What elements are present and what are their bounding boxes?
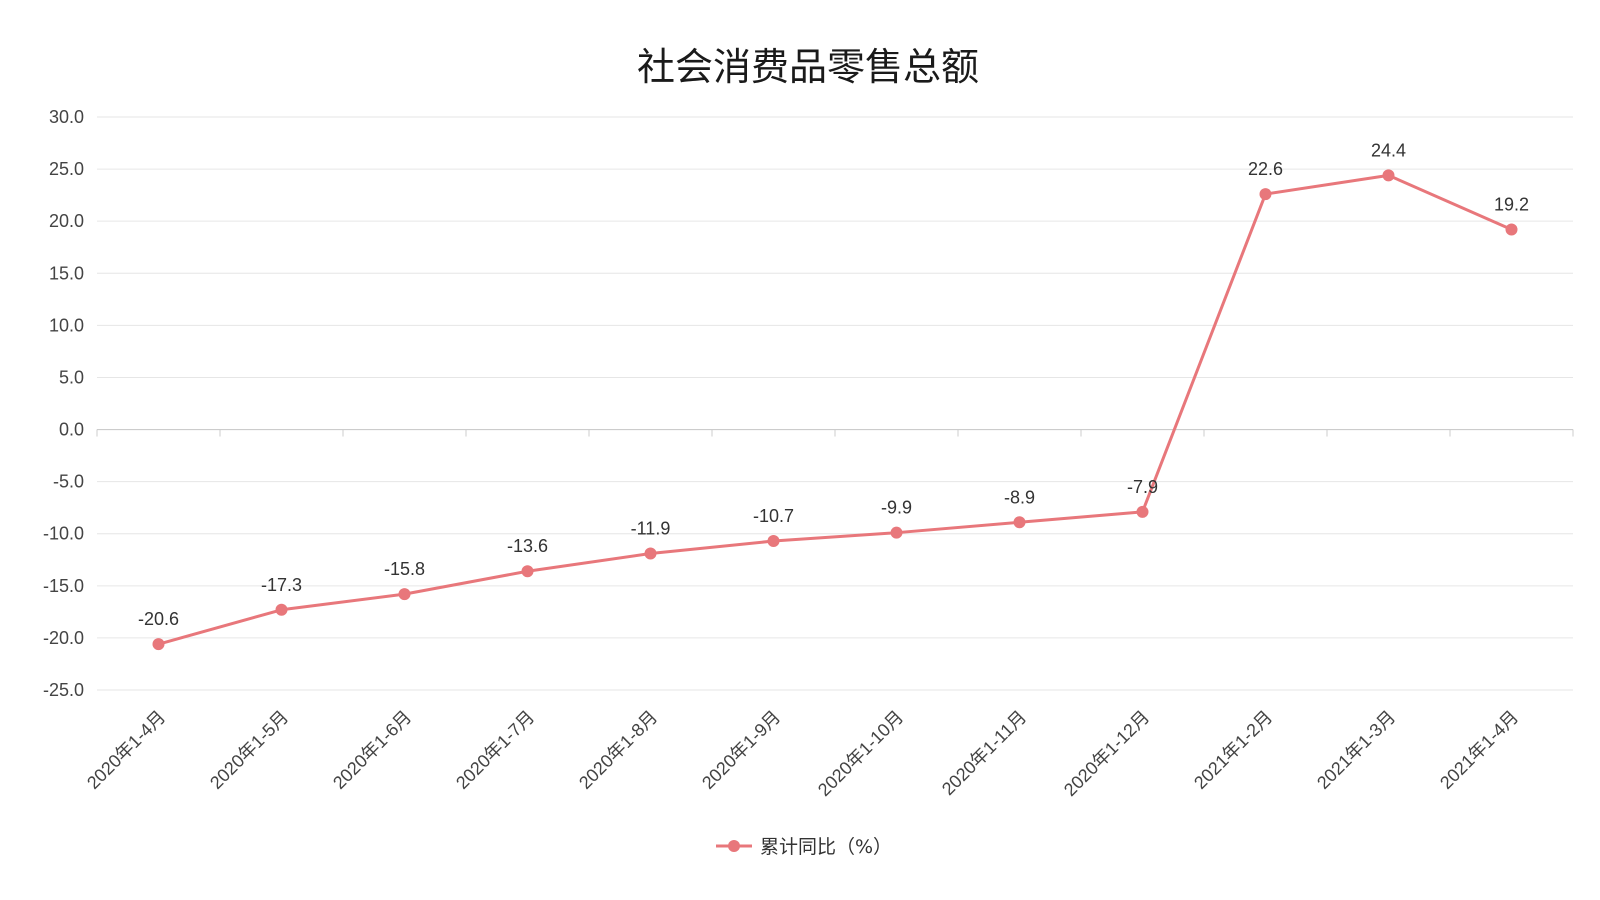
data-point[interactable]: [1013, 516, 1026, 529]
data-label: -9.9: [881, 498, 912, 518]
x-tick-label: 2020年1-12月: [1060, 707, 1153, 800]
legend-label: 累计同比（%）: [760, 836, 892, 858]
data-label: 22.6: [1248, 159, 1283, 179]
data-point[interactable]: [1259, 188, 1272, 201]
data-label: -10.7: [753, 506, 794, 526]
data-point[interactable]: [1505, 223, 1518, 236]
chart-title: 社会消费品零售总额: [637, 45, 979, 89]
data-label: 24.4: [1371, 140, 1406, 160]
y-tick-label: -20.0: [43, 628, 84, 648]
data-label: -20.6: [138, 609, 179, 629]
y-tick-label: 10.0: [49, 315, 84, 335]
x-tick-label: 2020年1-5月: [206, 707, 292, 793]
data-point[interactable]: [398, 588, 411, 601]
y-tick-label: 30.0: [49, 107, 84, 127]
y-tick-label: 20.0: [49, 211, 84, 231]
series-line: [158, 173, 1513, 646]
data-label: -11.9: [631, 519, 671, 539]
x-tick-label: 2021年1-3月: [1313, 707, 1399, 793]
data-point[interactable]: [1382, 169, 1395, 182]
data-label: -15.8: [384, 559, 425, 579]
x-tick-label: 2021年1-4月: [1436, 707, 1522, 793]
data-point[interactable]: [152, 638, 165, 651]
data-point[interactable]: [275, 603, 288, 616]
data-point[interactable]: [890, 526, 903, 539]
data-point[interactable]: [767, 535, 780, 548]
y-tick-label: 0.0: [59, 420, 84, 440]
y-tick-label: -25.0: [43, 680, 84, 700]
y-tick-label: -5.0: [53, 472, 84, 492]
x-tick-label: 2020年1-11月: [938, 707, 1030, 799]
legend-marker: [728, 840, 740, 852]
x-tick-label: 2020年1-9月: [698, 707, 784, 793]
y-tick-label: 15.0: [49, 263, 84, 283]
y-tick-label: 5.0: [59, 367, 84, 387]
data-label: -8.9: [1004, 487, 1035, 507]
x-tick-label: 2020年1-7月: [452, 707, 538, 793]
data-point[interactable]: [521, 565, 534, 578]
data-label: -17.3: [261, 575, 302, 595]
y-tick-label: 25.0: [49, 159, 84, 179]
data-label: 19.2: [1494, 195, 1529, 215]
data-label: -13.6: [507, 536, 548, 556]
x-tick-label: 2020年1-8月: [575, 707, 661, 793]
x-tick-label: 2020年1-4月: [83, 707, 169, 793]
data-point[interactable]: [1136, 505, 1149, 518]
x-tick-label: 2020年1-6月: [329, 707, 415, 793]
data-point[interactable]: [644, 547, 657, 560]
x-tick-label: 2021年1-2月: [1190, 707, 1276, 793]
axis-layer: 30.0 25.0 20.0 15.0 10.0 5.0 0.0 -5.0 -10.0 -15.0…: [43, 107, 1574, 800]
data-label: -7.9: [1127, 477, 1158, 497]
legend[interactable]: 累计同比（%）: [716, 836, 892, 858]
y-tick-label: -10.0: [43, 524, 84, 544]
data-label-layer: -20.6 -17.3 -15.8 -13.6 -11.9 -10.7 -9.9 -8.9 -7…: [138, 140, 1529, 629]
x-tick-label: 2020年1-10月: [814, 707, 907, 800]
y-tick-label: -15.0: [43, 576, 84, 596]
series-layer: [152, 169, 1518, 651]
